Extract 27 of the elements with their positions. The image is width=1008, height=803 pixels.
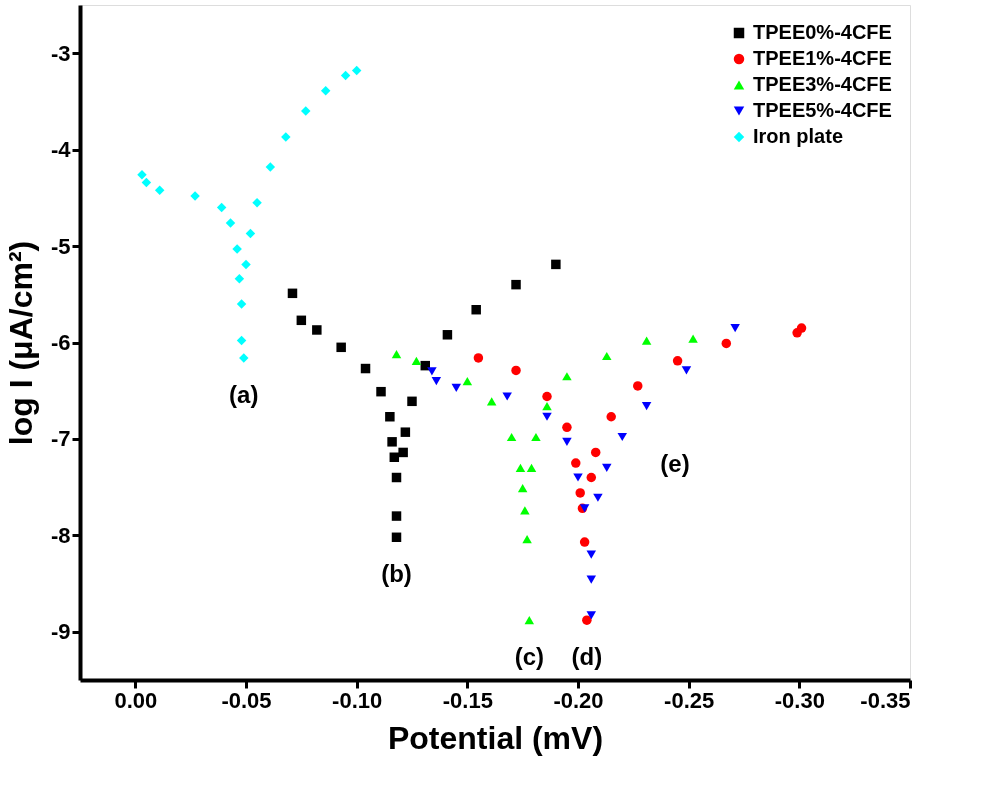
- annotation: (b): [381, 560, 412, 588]
- x-tick-label: -0.20: [553, 687, 604, 713]
- y-axis-title: log I (μA/cm²): [2, 240, 39, 446]
- annotation: (d): [571, 643, 603, 671]
- annotation: (e): [660, 450, 690, 477]
- legend-label: TPEE0%-4CFE: [753, 21, 892, 43]
- y-tick-label: -7: [50, 426, 71, 452]
- x-tick-label: -0.30: [774, 687, 825, 713]
- y-tick-label: -9: [50, 619, 71, 645]
- x-tick-label: -0.35: [860, 687, 911, 713]
- annotation: (c): [514, 643, 544, 671]
- legend-label: TPEE5%-4CFE: [753, 99, 892, 121]
- y-tick-label: -6: [50, 330, 71, 355]
- legend-label: Iron plate: [753, 125, 844, 147]
- legend-label: TPEE1%-4CFE: [753, 47, 892, 69]
- y-tick-label: -8: [50, 522, 71, 548]
- y-tick-label: -3: [50, 40, 71, 66]
- annotation: (a): [229, 380, 259, 408]
- y-tick-label: -4: [50, 137, 72, 163]
- y-tick-label: -5: [50, 233, 71, 259]
- x-tick-label: 0.00: [114, 687, 158, 713]
- x-tick-label: -0.25: [664, 687, 715, 713]
- x-tick-label: -0.10: [332, 687, 383, 713]
- x-tick-label: -0.05: [221, 687, 272, 713]
- x-tick-label: -0.15: [442, 687, 493, 713]
- legend-label: TPEE3%-4CFE: [753, 73, 892, 95]
- x-axis-title: Potential (mV): [387, 719, 604, 756]
